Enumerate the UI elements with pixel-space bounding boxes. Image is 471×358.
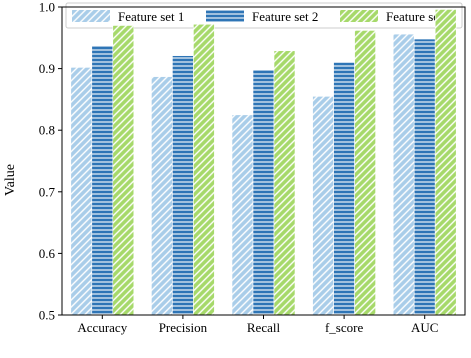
x-axis: Accuracy Precision Recall f_score AUC (77, 315, 438, 335)
plot-frame (61, 6, 466, 316)
bar-feature-set-3-accuracy (112, 25, 135, 316)
bar-feature-set-3-f-score (354, 30, 376, 316)
y-axis-label: Value (3, 164, 18, 196)
bar-feature-set-2-f-score (333, 62, 355, 316)
bar-feature-set-1-accuracy (70, 67, 93, 316)
y-tick-label: 0.6 (39, 246, 56, 261)
bar-feature-set-2-precision (172, 55, 194, 316)
x-tick-label-precision: Precision (159, 320, 208, 335)
bar-feature-set-2-accuracy (91, 44, 114, 316)
legend-swatch-feature-set-3 (340, 10, 378, 22)
x-tick-label-auc: AUC (411, 320, 438, 335)
bar-feature-set-1-auc (392, 33, 415, 316)
x-tick-label-f-score: f_score (325, 320, 363, 335)
x-tick-label-accuracy: Accuracy (77, 320, 127, 335)
y-tick-label: 1.0 (39, 0, 55, 15)
y-tick-label: 0.5 (39, 308, 55, 323)
bar-feature-set-2-auc (413, 38, 436, 316)
x-tick-label-recall: Recall (247, 320, 281, 335)
y-tick-label: 0.9 (39, 61, 55, 76)
bar-feature-set-1-f-score (312, 96, 334, 316)
y-tick-label: 0.7 (39, 184, 56, 199)
legend-label-feature-set-1: Feature set 1 (118, 9, 184, 24)
bar-feature-set-3-auc (434, 9, 457, 316)
bar-feature-set-2-recall (252, 68, 275, 316)
bar-feature-set-3-recall (273, 50, 296, 316)
y-axis: 0.5 0.6 0.7 0.8 0.9 1.0 (39, 0, 62, 323)
bar-feature-set-1-precision (151, 76, 173, 316)
bars-group (70, 9, 457, 316)
y-tick-label: 0.8 (39, 123, 55, 138)
legend-label-feature-set-2: Feature set 2 (252, 9, 318, 24)
bar-feature-set-3-precision (193, 23, 215, 316)
legend-swatch-feature-set-1 (72, 10, 110, 22)
legend-swatch-feature-set-2 (206, 10, 244, 22)
bar-feature-set-1-recall (231, 114, 254, 316)
